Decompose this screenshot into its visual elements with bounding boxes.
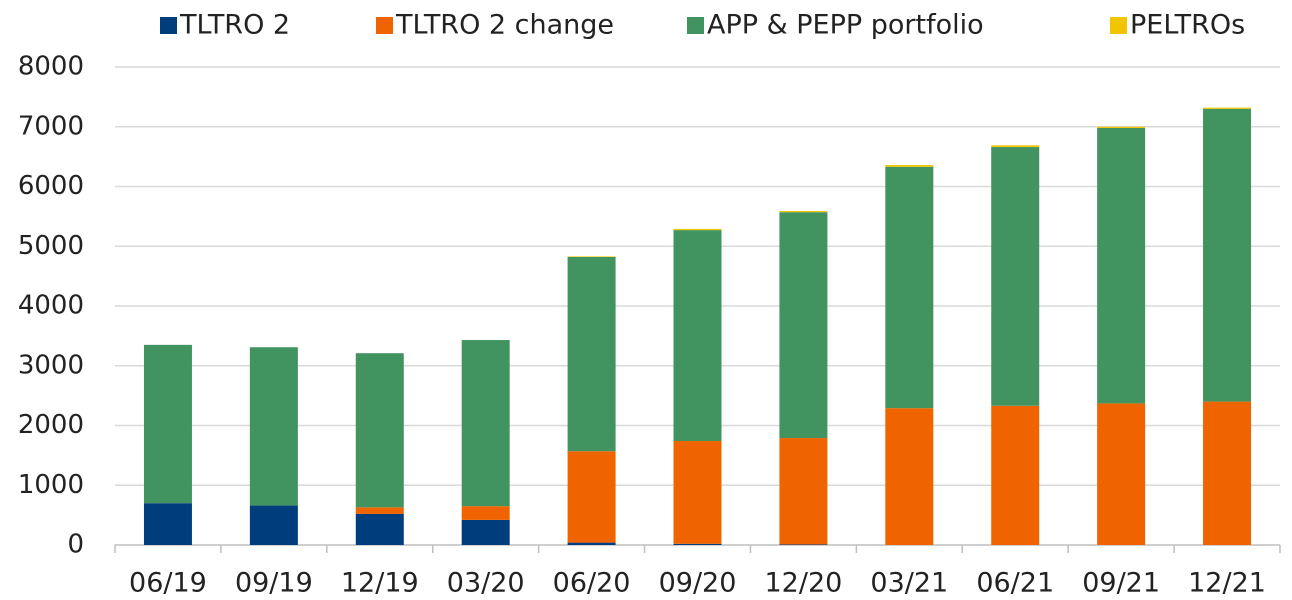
bar-segment [673,543,722,545]
bar-segment [885,164,934,167]
bar-segment [1097,126,1146,128]
y-tick-label: 3000 [18,350,84,380]
bar-segment [673,228,722,231]
x-tick-label: 12/21 [1188,568,1266,599]
bar-segment [779,544,828,545]
bar-segment [249,505,298,545]
x-tick-label: 12/19 [341,568,419,599]
bar-segment [673,441,722,544]
bar-segment [461,519,510,545]
legend-swatch [1110,17,1127,34]
x-tick-label: 03/21 [870,568,948,599]
bar-segment [991,147,1040,406]
x-tick-label: 09/19 [235,568,313,599]
bar-segment [1097,403,1146,545]
y-tick-label: 4000 [18,291,84,321]
legend-label: PELTROs [1130,10,1245,41]
x-tick-label: 03/20 [447,568,525,599]
bar-segment [143,344,192,504]
x-tick-label: 06/20 [553,568,631,599]
bar-segment [249,347,298,506]
y-tick-label: 7000 [18,111,84,141]
bar-segment [991,145,1040,148]
y-tick-label: 6000 [18,171,84,201]
x-tick-label: 06/21 [976,568,1054,599]
bar-segment [355,513,404,545]
bar-segment [355,353,404,508]
bar-segment [673,230,722,442]
legend-label: APP & PEPP portfolio [707,10,984,41]
legend-swatch [376,17,393,34]
bar-segment [355,507,404,514]
bar-segment [1203,108,1252,402]
bar-segment [143,503,192,545]
y-tick-label: 1000 [18,470,84,500]
y-tick-label: 5000 [18,231,84,261]
bar-segment [567,451,616,543]
x-tick-label: 09/21 [1082,568,1160,599]
bar-segment [461,340,510,507]
y-tick-label: 8000 [18,52,84,82]
legend-label: TLTRO 2 [179,10,290,41]
bar-segment [567,256,616,258]
bar-segment [991,405,1040,545]
bar-segment [567,542,616,545]
bar-segment [1097,127,1146,404]
x-tick-label: 12/20 [765,568,843,599]
bar-segment [779,438,828,545]
bar-segment [1203,401,1252,545]
bar-segment [779,212,828,439]
bar-segment [567,257,616,452]
y-tick-label: 0 [67,530,84,560]
x-tick-label: 06/19 [129,568,207,599]
legend-swatch [687,17,704,34]
legend-swatch [160,17,177,34]
bar-segment [779,210,828,213]
x-tick-label: 09/20 [659,568,737,599]
bar-segment [885,408,934,545]
bar-segment [885,166,934,409]
bar-segment [1203,107,1252,109]
y-tick-label: 2000 [18,410,84,440]
bar-segment [461,506,510,520]
legend-label: TLTRO 2 change [395,10,614,41]
